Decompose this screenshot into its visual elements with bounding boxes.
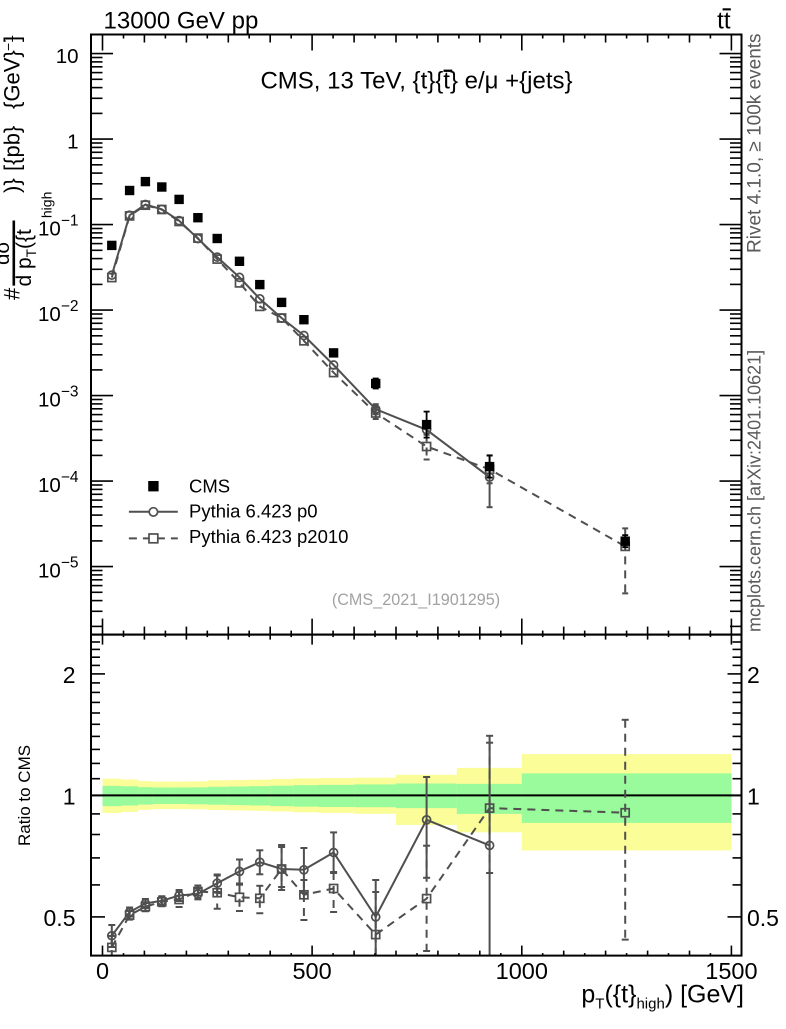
svg-text:1: 1: [747, 784, 760, 810]
svg-text:1000: 1000: [496, 958, 548, 984]
svg-text:CMS: CMS: [189, 476, 230, 497]
svg-text:2: 2: [747, 662, 760, 688]
svg-text:pT({t}high) [GeV]: pT({t}high) [GeV]: [581, 981, 744, 1013]
svg-text:13000 GeV pp: 13000 GeV pp: [104, 8, 259, 35]
svg-text:mcplots.cern.ch [arXiv:2401.10: mcplots.cern.ch [arXiv:2401.10621]: [745, 350, 765, 632]
svg-text:Rivet 4.1.0, ≥ 100k events: Rivet 4.1.0, ≥ 100k events: [745, 33, 766, 253]
svg-text:Ratio to CMS: Ratio to CMS: [15, 745, 34, 846]
svg-text:high: high: [39, 192, 55, 218]
svg-text:Pythia 6.423 p0: Pythia 6.423 p0: [189, 501, 318, 522]
svg-text:tt: tt: [717, 8, 731, 35]
svg-text:2: 2: [63, 662, 76, 688]
svg-text:Pythia 6.423 p2010: Pythia 6.423 p2010: [189, 526, 348, 547]
svg-text:)}: )}: [0, 178, 25, 193]
svg-text:dσ: dσ: [0, 241, 14, 265]
svg-text:0: 0: [96, 958, 109, 984]
svg-text:]: ]: [0, 36, 25, 42]
svg-text:1500: 1500: [705, 958, 757, 984]
svg-text:{GeV}: {GeV}: [0, 50, 25, 109]
svg-text:0.5: 0.5: [747, 905, 779, 931]
svg-text:1: 1: [63, 784, 76, 810]
svg-text:[{pb}: [{pb}: [0, 126, 25, 171]
svg-text:500: 500: [292, 958, 331, 984]
svg-text:1: 1: [67, 131, 78, 154]
svg-text:10−5: 10−5: [38, 555, 79, 583]
svg-text:(CMS_2021_I1901295): (CMS_2021_I1901295): [332, 591, 500, 609]
svg-text:0.5: 0.5: [44, 905, 76, 931]
svg-text:−1: −1: [0, 35, 16, 51]
svg-text:#: #: [0, 287, 25, 300]
svg-text:CMS, 13 TeV, {t}{t} e/μ +{jets: CMS, 13 TeV, {t}{t} e/μ +{jets}: [260, 68, 572, 95]
svg-text:10: 10: [56, 45, 79, 68]
svg-text:d pT({t: d pT({t: [13, 229, 39, 286]
